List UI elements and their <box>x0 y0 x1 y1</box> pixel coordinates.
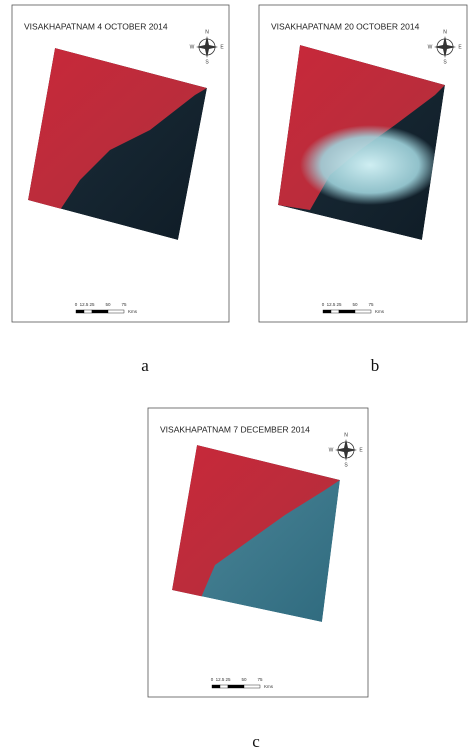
panel-label: c <box>252 732 260 749</box>
scale-label: 12.5 <box>80 302 89 307</box>
compass-letter: N <box>344 432 348 438</box>
scale-segment <box>228 685 244 688</box>
compass-letter: N <box>205 29 209 35</box>
scale-label: 12.5 <box>216 677 225 682</box>
scale-segment <box>92 310 108 313</box>
scale-segment <box>339 310 355 313</box>
cloud <box>300 125 440 205</box>
scale-label: 25 <box>225 677 231 682</box>
map-title: VISAKHAPATNAM 4 OCTOBER 2014 <box>24 21 168 31</box>
compass-letter: W <box>190 44 195 50</box>
scale-segment <box>84 310 92 313</box>
scale-label: 50 <box>105 302 111 307</box>
figure: VISAKHAPATNAM 4 OCTOBER 2014NESW012.5255… <box>0 0 470 749</box>
scale-unit: Kms <box>264 684 274 689</box>
map-title: VISAKHAPATNAM 20 OCTOBER 2014 <box>271 21 420 31</box>
scale-segment <box>244 685 260 688</box>
scale-segment <box>108 310 124 313</box>
scale-segment <box>331 310 339 313</box>
scale-label: 50 <box>352 302 358 307</box>
scale-label: 75 <box>121 302 127 307</box>
scale-unit: Kms <box>375 309 385 314</box>
panel-label: a <box>141 356 149 375</box>
compass-letter: W <box>329 447 334 453</box>
scale-label: 50 <box>241 677 247 682</box>
scale-label: 25 <box>336 302 342 307</box>
compass-letter: N <box>443 29 447 35</box>
scale-segment <box>76 310 84 313</box>
panel-label: b <box>371 356 380 375</box>
scale-label: 12.5 <box>327 302 336 307</box>
compass-letter: W <box>428 44 433 50</box>
map-title: VISAKHAPATNAM 7 DECEMBER 2014 <box>160 424 310 434</box>
scale-label: 75 <box>257 677 263 682</box>
scale-unit: Kms <box>128 309 138 314</box>
scale-label: 75 <box>368 302 374 307</box>
scale-segment <box>355 310 371 313</box>
scale-label: 25 <box>89 302 95 307</box>
scale-segment <box>212 685 220 688</box>
scale-segment <box>220 685 228 688</box>
scale-segment <box>323 310 331 313</box>
